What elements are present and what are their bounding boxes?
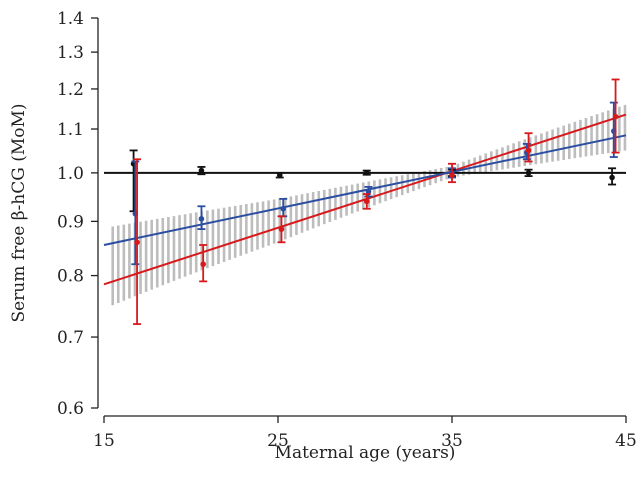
data-point [363,170,370,176]
x-axis-title: Maternal age (years) [275,443,456,463]
confidence-band [111,104,627,306]
point-group-1-6 [609,101,618,158]
x-tick-label: 45 [615,431,637,451]
point-group-0-3 [362,169,371,176]
x-tick-label: 25 [267,431,289,451]
y-tick-label: 1.0 [57,164,84,184]
data-point [276,172,283,178]
y-tick-label: 0.6 [57,399,84,419]
y-tick-label: 0.8 [57,267,84,287]
point-group-2-6 [611,78,620,154]
y-ticks: 0.6 0.7 0.8 0.9 1.0 1.1 1.2 1.3 1.4 [57,9,98,419]
data-series [129,78,620,325]
y-tick-label: 1.3 [57,43,84,63]
data-point [525,170,532,176]
point-group-0-2 [275,171,284,179]
data-point [525,147,532,154]
y-tick-label: 1.2 [57,80,84,100]
point-group-0-5 [524,168,533,178]
y-tick-label: 1.4 [57,9,84,29]
y-axis-title: Serum free β-hCG (MoM) [9,103,29,322]
y-tick-label: 0.7 [57,328,84,348]
data-point [365,188,372,195]
fit-line-1 [103,134,627,246]
y-tick-label: 1.1 [57,120,84,140]
x-ticks: 15 25 35 45 [93,416,637,451]
data-point [134,239,140,246]
point-group-2-2 [277,215,286,244]
data-point [198,216,205,222]
point-group-2-4 [448,162,456,184]
point-group-1-0 [131,160,140,266]
point-group-2-1 [199,244,208,283]
data-point [278,226,285,232]
data-point [280,205,287,212]
y-tick-label: 0.9 [57,212,84,232]
x-tick-label: 35 [441,431,463,451]
point-group-2-5 [524,132,533,163]
data-point [609,174,615,181]
point-group-2-3 [362,193,371,210]
point-group-2-0 [133,158,142,325]
data-point [198,167,205,174]
point-group-0-1 [197,166,206,176]
data-point [200,261,206,268]
axes [97,18,626,417]
x-tick-label: 15 [93,431,115,451]
point-group-1-1 [197,205,206,231]
data-point [363,198,370,205]
point-group-0-6 [608,167,617,186]
data-point [449,172,455,178]
data-point [612,113,619,120]
